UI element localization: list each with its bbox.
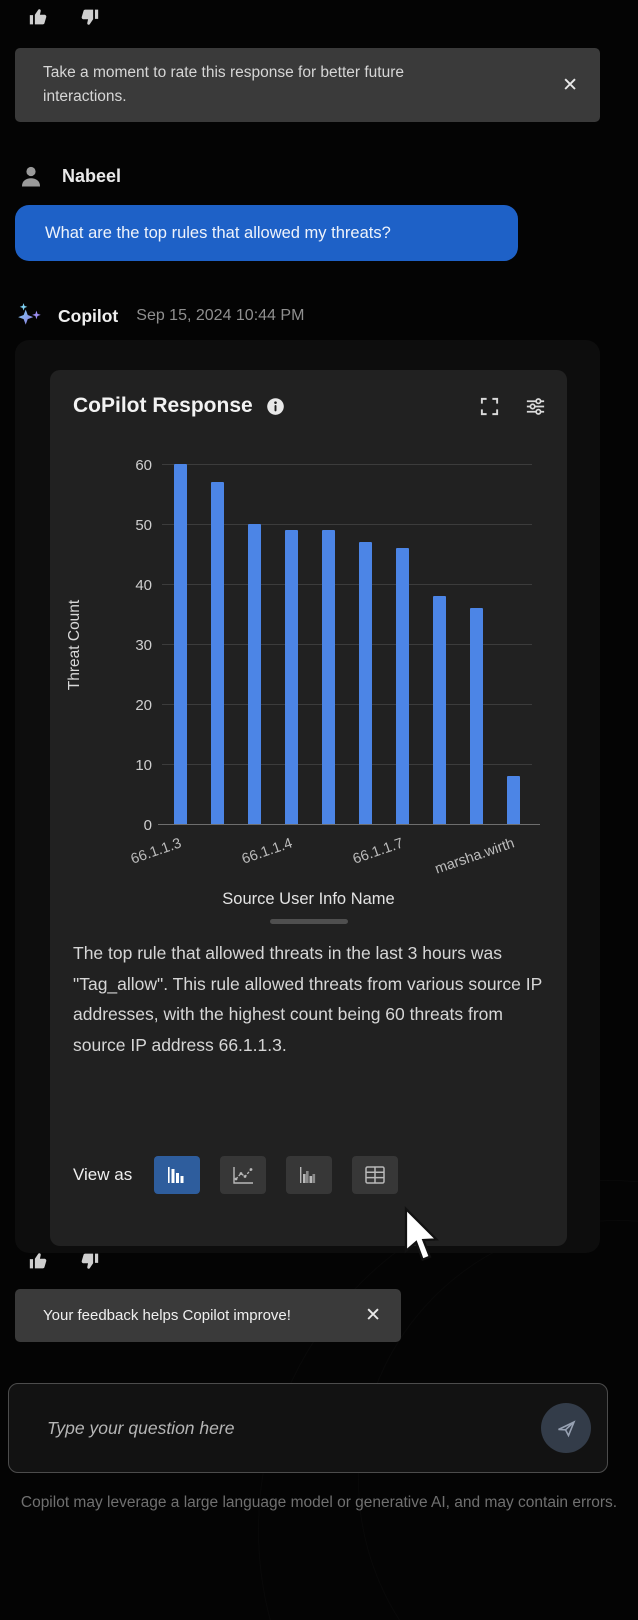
user-message-text: What are the top rules that allowed my t… [45,223,391,242]
composer [8,1383,608,1473]
widget-title: CoPilot Response [73,394,253,417]
feedback-toast-text: Your feedback helps Copilot improve! [43,1307,291,1324]
view-as-label: View as [73,1165,133,1184]
response-message-card: CoPilot Response [15,340,600,1253]
bar[interactable] [396,548,409,824]
chart-settings-button[interactable] [524,395,547,418]
feedback-row-previous [28,6,100,28]
user-avatar-icon [22,166,40,187]
view-as-line-chart-button[interactable] [220,1156,267,1194]
mouse-cursor [404,1206,440,1262]
bar[interactable] [359,542,372,824]
bar[interactable] [322,530,335,824]
assistant-row: Copilot Sep 15, 2024 10:44 PM [16,302,304,330]
bar[interactable] [507,776,520,824]
close-icon: ✕ [562,74,578,96]
bar[interactable] [285,530,298,824]
x-tick-label: 66.1.1.3 [128,835,184,868]
view-as-toolbar: View as [73,1156,418,1194]
feedback-toast-close-button[interactable]: ✕ [365,1306,381,1325]
bar[interactable] [248,524,261,824]
widget-header: CoPilot Response [73,394,547,418]
y-tick-label: 40 [135,577,152,594]
grouped-bar-chart-icon [300,1167,316,1183]
user-message-bubble: What are the top rules that allowed my t… [15,205,518,261]
send-icon [558,1420,576,1438]
thumbs-up-icon [29,1253,47,1269]
info-icon [266,397,284,415]
gridline [162,764,532,765]
x-tick-label: 66.1.1.7 [350,835,406,868]
bar[interactable] [174,464,187,824]
gridline [162,644,532,645]
thumbs-down-button[interactable] [78,6,100,28]
bar[interactable] [433,596,446,824]
y-tick-label: 0 [143,817,152,834]
view-as-table-button[interactable] [352,1156,399,1194]
line-chart-icon [233,1167,254,1184]
bar-chart-icon [168,1167,184,1183]
response-summary-text: The top rule that allowed threats in the… [73,943,542,1055]
x-tick-label: 66.1.1.4 [239,835,295,868]
chart-x-axis-title: Source User Info Name [222,890,395,908]
expand-button[interactable] [479,396,500,417]
info-button[interactable] [265,396,286,417]
thumbs-down-button[interactable] [78,1250,100,1272]
copilot-response-widget: CoPilot Response [50,370,567,1246]
table-icon [365,1166,385,1184]
feedback-row-current [28,1250,100,1272]
bar[interactable] [470,608,483,824]
assistant-name: Copilot [58,305,119,326]
disclaimer: Copilot may leverage a large language mo… [0,1490,638,1516]
sliders-icon [526,397,545,415]
gridline [162,584,532,585]
chart-y-axis-title: Threat Count [66,599,83,691]
gridline [162,704,532,705]
thumbs-down-icon [81,1253,99,1269]
thumbs-up-button[interactable] [28,6,50,28]
user-row: Nabeel [18,163,121,189]
disclaimer-text: Copilot may leverage a large language mo… [20,1494,618,1511]
chart-yticks: 0 10 20 30 40 50 60 [106,457,152,834]
user-name: Nabeel [62,165,122,186]
y-tick-label: 30 [135,637,152,654]
expand-icon [480,397,499,415]
thumbs-down-icon [81,9,99,25]
feedback-toast: Your feedback helps Copilot improve! ✕ [15,1289,401,1342]
send-button[interactable] [541,1403,591,1453]
bar[interactable] [211,482,224,824]
gridline [162,464,532,465]
chart-x-axis-underline [269,919,348,924]
rating-banner: Take a moment to rate this response for … [15,48,600,122]
rating-banner-close-button[interactable]: ✕ [562,76,578,95]
close-icon: ✕ [365,1305,381,1326]
view-as-bar-chart-button[interactable] [154,1156,201,1194]
thumbs-up-icon [29,9,47,25]
rating-banner-text: Take a moment to rate this response for … [43,64,404,105]
gridline [162,524,532,525]
view-as-grouped-bar-chart-button[interactable] [286,1156,333,1194]
y-tick-label: 50 [135,517,152,534]
assistant-timestamp: Sep 15, 2024 10:44 PM [136,307,305,324]
y-tick-label: 20 [135,697,152,714]
chart-x-axis-line [158,824,540,825]
y-tick-label: 60 [135,457,152,474]
x-tick-label: marsha.wirth [432,835,517,878]
y-tick-label: 10 [135,757,152,774]
copilot-sparkles-icon [18,303,41,325]
chart-plot: 66.1.1.3 66.1.1.4 66.1.1.7 marsha.wirth [128,464,540,878]
thumbs-up-button[interactable] [28,1250,50,1272]
question-input[interactable] [9,1417,541,1439]
